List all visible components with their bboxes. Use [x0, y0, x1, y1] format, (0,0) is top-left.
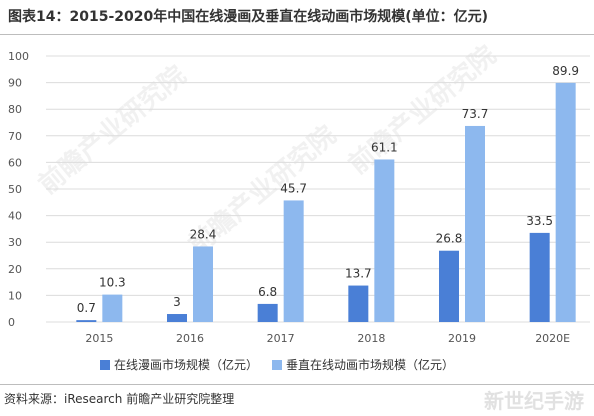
y-tick-label: 40 [8, 210, 22, 223]
legend-label-online-comics: 在线漫画市场规模（亿元） [114, 358, 259, 372]
bar-series-0-2015 [76, 320, 97, 322]
bar-series-1-2016 [193, 246, 213, 322]
legend-item-vertical-animation: 垂直在线动画市场规模（亿元） [272, 356, 454, 373]
bar-series-1-2017 [283, 200, 304, 322]
y-tick-label: 90 [8, 77, 22, 90]
y-axis-ticks: 0 10 20 30 40 50 60 70 80 90 100 [8, 50, 29, 329]
y-tick-label: 20 [8, 263, 22, 276]
legend-label-vertical-animation: 垂直在线动画市场规模（亿元） [286, 358, 455, 372]
y-tick-label: 0 [8, 316, 15, 329]
bar-series-1-2019 [465, 125, 485, 322]
y-tick-label: 100 [8, 50, 29, 63]
data-label: 10.3 [99, 276, 126, 290]
data-label: 45.7 [280, 181, 307, 195]
bar-series-1-2015 [102, 294, 123, 322]
data-label: 73.7 [462, 107, 489, 121]
legend: 在线漫画市场规模（亿元） 垂直在线动画市场规模（亿元） [100, 356, 454, 373]
data-label: 6.8 [258, 285, 277, 299]
x-tick-label: 2020E [535, 332, 570, 345]
x-axis-ticks: 2015 2016 2017 2018 2019 2020E [85, 332, 570, 345]
data-label: 89.9 [552, 64, 579, 78]
y-tick-label: 10 [8, 289, 22, 302]
bar-series-0-2018 [348, 285, 369, 322]
chart-title: 图表14：2015-2020年中国在线漫画及垂直在线动画市场规模(单位：亿元) [8, 9, 489, 25]
data-labels: 0.710.3 3 28.4 6.8 45.7 13.7 61.1 26.8 73.7 33.5 8… [77, 64, 579, 315]
y-tick-label: 80 [8, 103, 22, 116]
bar-series-1-2020E [555, 82, 576, 322]
legend-swatch-online-comics [100, 359, 110, 370]
bars [76, 82, 576, 322]
legend-item-online-comics: 在线漫画市场规模（亿元） [100, 356, 258, 373]
bar-series-0-2017 [257, 303, 278, 322]
watermark-corner: 新世纪手游 [484, 389, 584, 413]
y-tick-label: 30 [8, 236, 22, 249]
x-tick-label: 2016 [176, 332, 204, 345]
y-tick-label: 70 [8, 130, 22, 143]
bar-series-0-2019 [439, 250, 459, 322]
data-label: 0.7 [77, 301, 96, 315]
title-divider [0, 34, 594, 35]
y-tick-label: 60 [8, 156, 22, 169]
bar-series-0-2020E [529, 232, 550, 322]
bar-series-1-2018 [374, 159, 395, 322]
data-label: 28.4 [190, 227, 217, 241]
data-label: 26.8 [436, 232, 463, 246]
x-tick-label: 2015 [85, 332, 113, 345]
data-label: 13.7 [345, 267, 372, 281]
x-tick-label: 2019 [448, 332, 476, 345]
source-divider [0, 384, 594, 385]
data-label: 33.5 [526, 214, 553, 228]
legend-swatch-vertical-animation [272, 359, 283, 370]
grid-lines [46, 55, 590, 323]
y-tick-label: 50 [8, 183, 22, 196]
data-label: 61.1 [371, 140, 398, 154]
bar-series-0-2016 [167, 314, 187, 322]
x-tick-label: 2018 [357, 332, 385, 345]
data-label: 3 [173, 295, 181, 309]
x-tick-label: 2017 [267, 332, 295, 345]
source-note: 资料来源：iResearch 前瞻产业研究院整理 [4, 392, 235, 406]
